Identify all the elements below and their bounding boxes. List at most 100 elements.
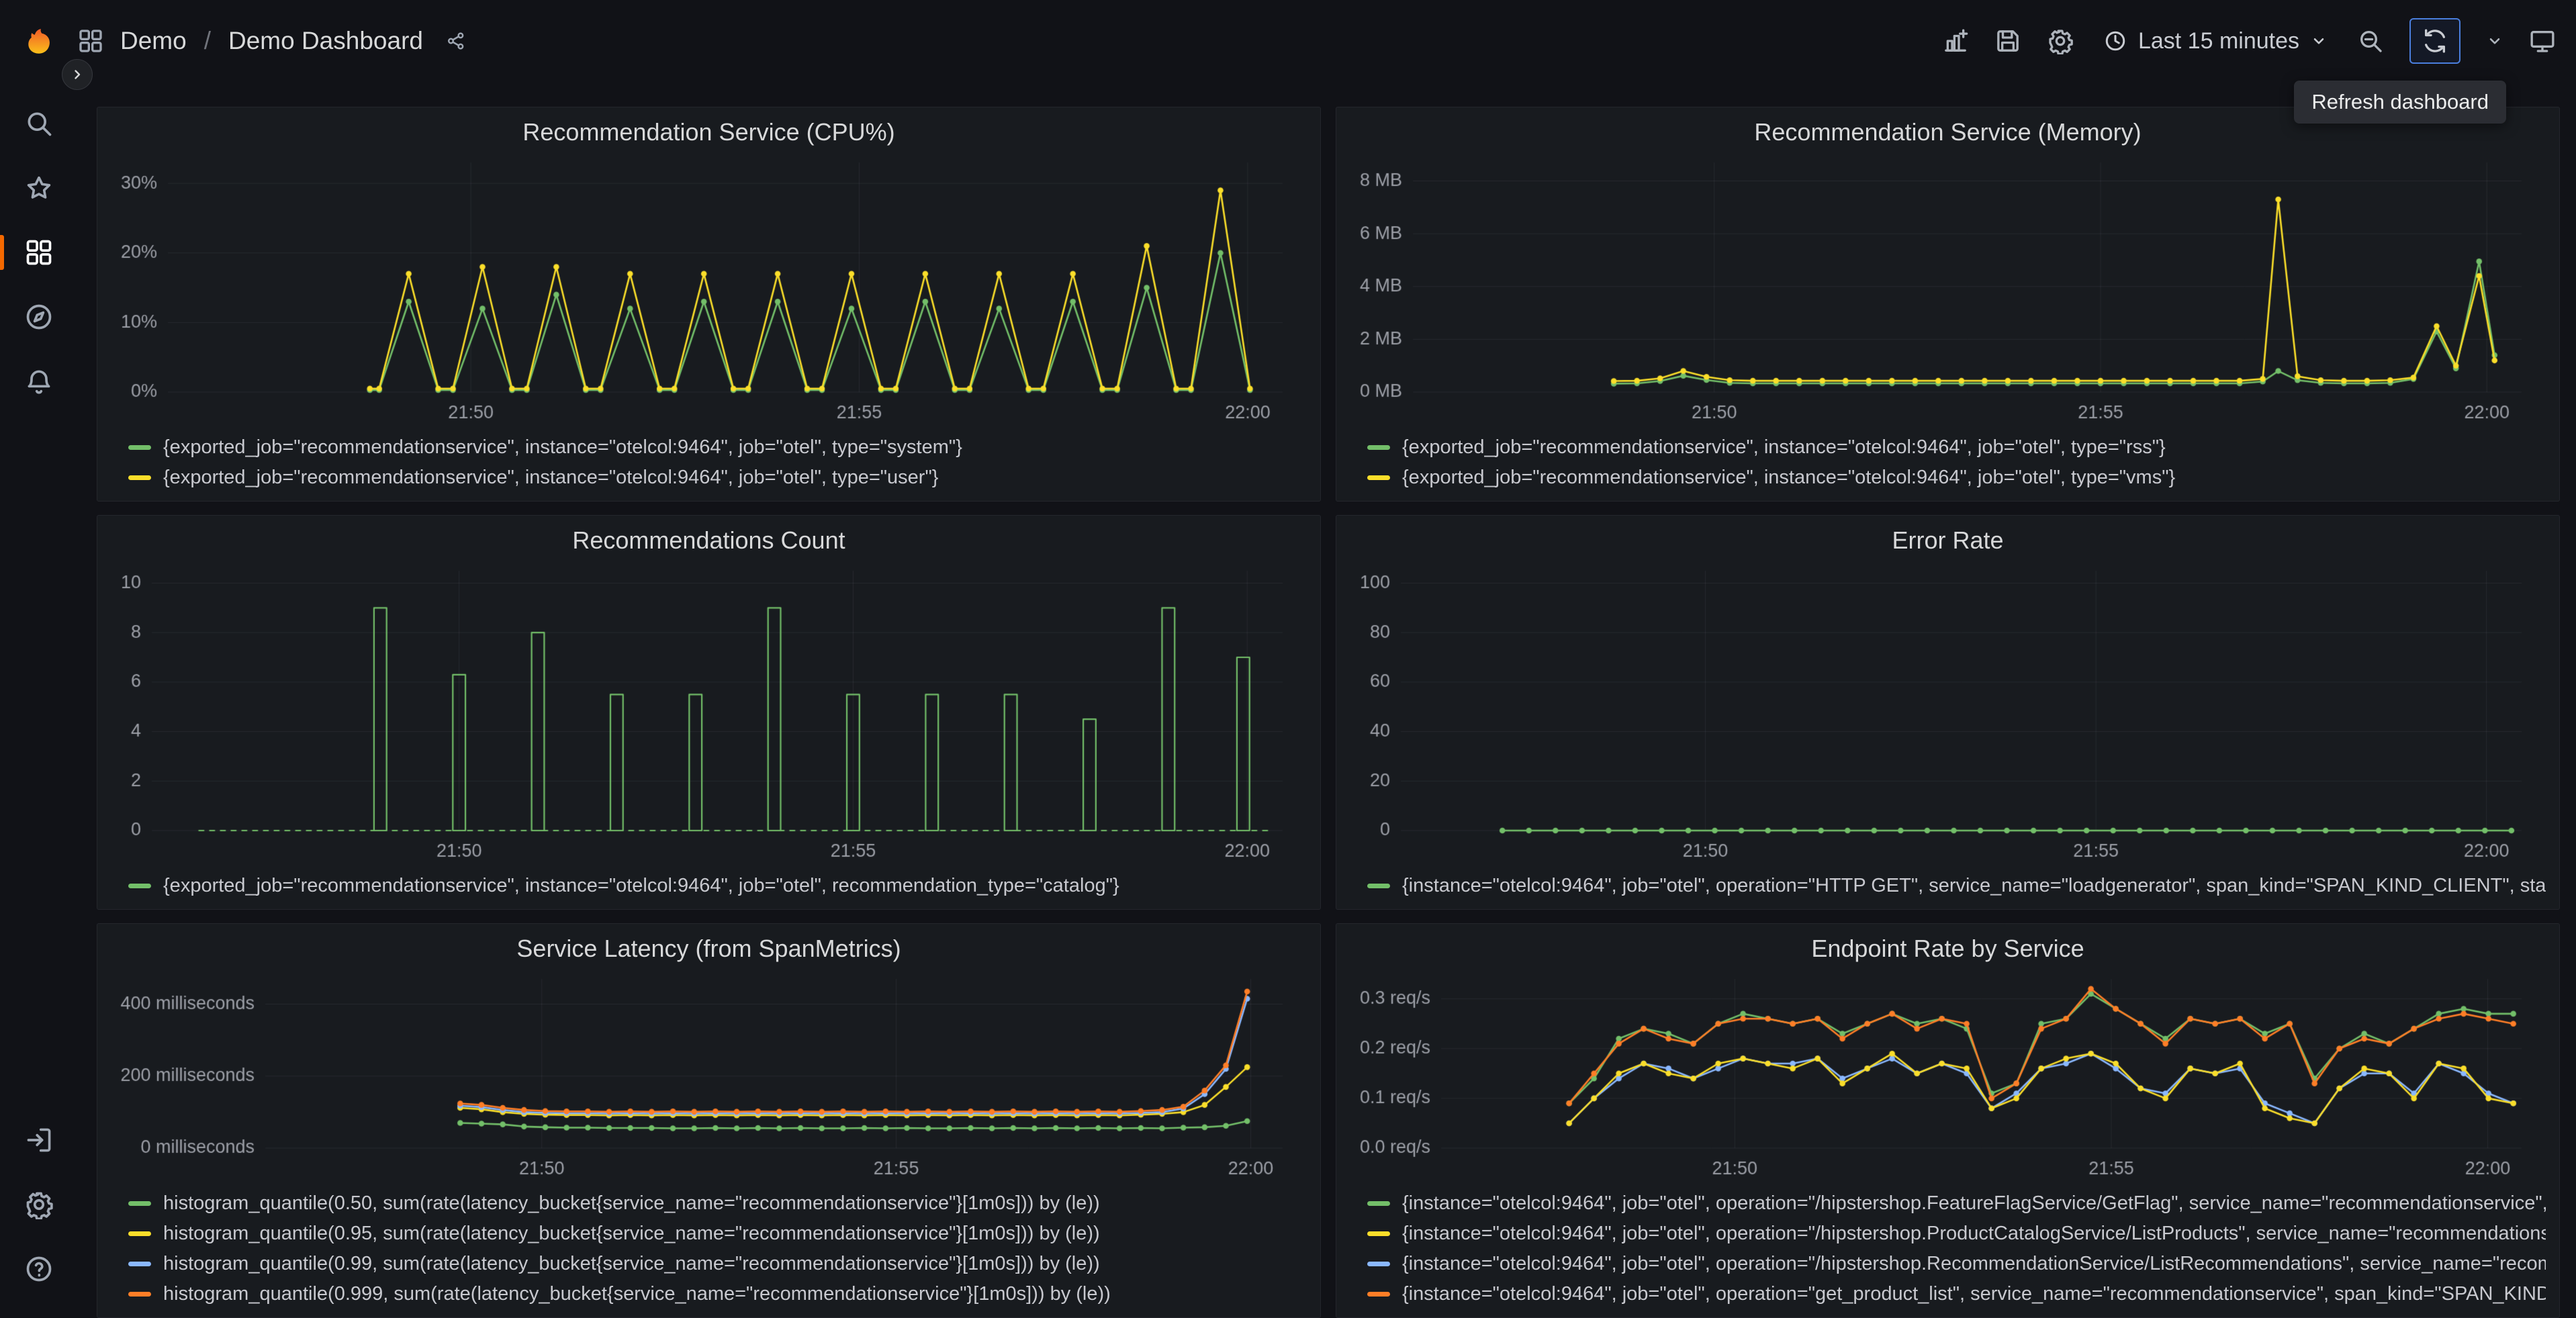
zoom-out-button[interactable] xyxy=(2357,28,2384,54)
breadcrumb-current: Demo Dashboard xyxy=(228,27,423,54)
compass-icon xyxy=(26,304,51,330)
legend-item[interactable]: histogram_quantile(0.99, sum(rate(latenc… xyxy=(128,1249,1307,1279)
panel-endpoint-rate: Endpoint Rate by Service {instance="otel… xyxy=(1336,923,2560,1318)
dashboard-settings-button[interactable] xyxy=(2047,28,2074,54)
error-rate-chart-canvas[interactable] xyxy=(1350,559,2546,867)
grafana-flame-icon xyxy=(28,28,50,54)
add-panel-button[interactable] xyxy=(1942,28,1969,54)
save-icon xyxy=(1997,30,2019,52)
legend-color-marker xyxy=(128,1201,151,1206)
sidebar xyxy=(0,82,77,1308)
panel-service-latency: Service Latency (from SpanMetrics) histo… xyxy=(97,923,1321,1318)
sidebar-item-search[interactable] xyxy=(0,91,77,156)
legend-item[interactable]: {instance="otelcol:9464", job="otel", op… xyxy=(1367,1188,2546,1219)
legend-item[interactable]: {instance="otelcol:9464", job="otel", op… xyxy=(1367,1279,2546,1309)
sidebar-item-alerting[interactable] xyxy=(0,349,77,414)
help-icon xyxy=(26,1256,51,1282)
legend-label: {instance="otelcol:9464", job="otel", op… xyxy=(1402,1192,2546,1214)
legend-label: {instance="otelcol:9464", job="otel", op… xyxy=(1402,875,2546,896)
legend-label: histogram_quantile(0.95, sum(rate(latenc… xyxy=(163,1223,1100,1244)
sidebar-expand-button[interactable] xyxy=(62,59,93,90)
legend: {exported_job="recommendationservice", i… xyxy=(1350,428,2546,493)
sidebar-item-help[interactable] xyxy=(0,1237,77,1301)
endpoint-rate-chart-canvas[interactable] xyxy=(1350,967,2546,1184)
legend-item[interactable]: {exported_job="recommendationservice", i… xyxy=(128,463,1307,493)
panel-title[interactable]: Recommendations Count xyxy=(572,526,845,554)
latency-chart-canvas[interactable] xyxy=(111,967,1307,1184)
legend-label: {instance="otelcol:9464", job="otel", op… xyxy=(1402,1253,2546,1274)
panel-title[interactable]: Recommendation Service (Memory) xyxy=(1754,118,2142,146)
sidebar-item-starred[interactable] xyxy=(0,156,77,220)
time-range-picker[interactable]: Last 15 minutes xyxy=(2099,28,2332,55)
chevron-right-icon xyxy=(75,70,81,79)
panel-recommendation-cpu: Recommendation Service (CPU%) {exported_… xyxy=(97,107,1321,502)
clock-icon xyxy=(2103,29,2127,53)
legend-label: {instance="otelcol:9464", job="otel", op… xyxy=(1402,1223,2546,1244)
panel-recommendation-memory: Recommendation Service (Memory) {exporte… xyxy=(1336,107,2560,502)
legend-color-marker xyxy=(1367,884,1390,888)
legend-item[interactable]: {exported_job="recommendationservice", i… xyxy=(128,432,1307,463)
sidebar-bottom-group xyxy=(0,1108,77,1308)
legend-color-marker xyxy=(128,884,151,888)
legend-item[interactable]: histogram_quantile(0.95, sum(rate(latenc… xyxy=(128,1219,1307,1249)
legend: histogram_quantile(0.50, sum(rate(latenc… xyxy=(111,1184,1307,1309)
refresh-button[interactable] xyxy=(2409,18,2460,64)
legend-item[interactable]: {instance="otelcol:9464", job="otel", op… xyxy=(1367,1219,2546,1249)
panel-title[interactable]: Endpoint Rate by Service xyxy=(1811,935,2084,962)
panel-title[interactable]: Service Latency (from SpanMetrics) xyxy=(516,935,901,962)
monitor-icon xyxy=(2530,31,2555,52)
legend-color-marker xyxy=(1367,1262,1390,1266)
chevron-down-icon xyxy=(2313,38,2324,44)
legend-item[interactable]: histogram_quantile(0.999, sum(rate(laten… xyxy=(128,1279,1307,1309)
refresh-interval-button[interactable] xyxy=(2486,32,2503,50)
panel-title[interactable]: Error Rate xyxy=(1892,526,2004,554)
legend: {exported_job="recommendationservice", i… xyxy=(111,867,1307,901)
panel-recommendations-count: Recommendations Count {exported_job="rec… xyxy=(97,515,1321,910)
tooltip-refresh-dashboard: Refresh dashboard xyxy=(2294,81,2506,124)
legend-item[interactable]: {exported_job="recommendationservice", i… xyxy=(1367,463,2546,493)
legend-color-marker xyxy=(128,1262,151,1266)
legend: {instance="otelcol:9464", job="otel", op… xyxy=(1350,1184,2546,1309)
legend-label: {exported_job="recommendationservice", i… xyxy=(163,436,962,458)
breadcrumb-folder[interactable]: Demo xyxy=(120,27,187,54)
legend-item[interactable]: {exported_job="recommendationservice", i… xyxy=(128,871,1307,901)
recommendations-count-chart-canvas[interactable] xyxy=(111,559,1307,867)
sync-icon xyxy=(2425,29,2445,53)
sign-in-icon xyxy=(27,1128,50,1152)
zoom-out-icon xyxy=(2360,31,2382,52)
grafana-logo[interactable] xyxy=(0,26,77,56)
legend-color-marker xyxy=(128,445,151,450)
legend-label: histogram_quantile(0.50, sum(rate(latenc… xyxy=(163,1192,1100,1214)
sidebar-item-dashboards[interactable] xyxy=(0,220,77,285)
add-panel-icon xyxy=(1945,29,1968,52)
grid-icon[interactable] xyxy=(77,28,104,54)
legend-label: histogram_quantile(0.999, sum(rate(laten… xyxy=(163,1283,1111,1305)
tv-mode-button[interactable] xyxy=(2529,28,2556,54)
legend-label: {exported_job="recommendationservice", i… xyxy=(1402,467,2176,488)
legend-item[interactable]: {exported_job="recommendationservice", i… xyxy=(1367,432,2546,463)
sidebar-item-configuration[interactable] xyxy=(0,1172,77,1237)
sidebar-item-signin[interactable] xyxy=(0,1108,77,1172)
legend-item[interactable]: {instance="otelcol:9464", job="otel", op… xyxy=(1367,1249,2546,1279)
star-icon xyxy=(27,176,50,199)
memory-chart-canvas[interactable] xyxy=(1350,150,2546,428)
legend-item[interactable]: histogram_quantile(0.50, sum(rate(latenc… xyxy=(128,1188,1307,1219)
sidebar-item-explore[interactable] xyxy=(0,285,77,349)
legend-color-marker xyxy=(1367,475,1390,480)
panel-error-rate: Error Rate {instance="otelcol:9464", job… xyxy=(1336,515,2560,910)
save-dashboard-button[interactable] xyxy=(1994,28,2021,54)
legend: {instance="otelcol:9464", job="otel", op… xyxy=(1350,867,2546,901)
legend: {exported_job="recommendationservice", i… xyxy=(111,428,1307,493)
legend-color-marker xyxy=(128,1292,151,1297)
time-range-label: Last 15 minutes xyxy=(2137,28,2299,54)
legend-color-marker xyxy=(128,1231,151,1236)
legend-item[interactable]: {instance="otelcol:9464", job="otel", op… xyxy=(1367,871,2546,901)
share-icon[interactable] xyxy=(446,31,466,51)
legend-color-marker xyxy=(1367,445,1390,450)
legend-color-marker xyxy=(1367,1231,1390,1236)
gear-icon xyxy=(2049,30,2073,54)
panel-title[interactable]: Recommendation Service (CPU%) xyxy=(522,118,895,146)
legend-label: {exported_job="recommendationservice", i… xyxy=(163,467,939,488)
cpu-chart-canvas[interactable] xyxy=(111,150,1307,428)
